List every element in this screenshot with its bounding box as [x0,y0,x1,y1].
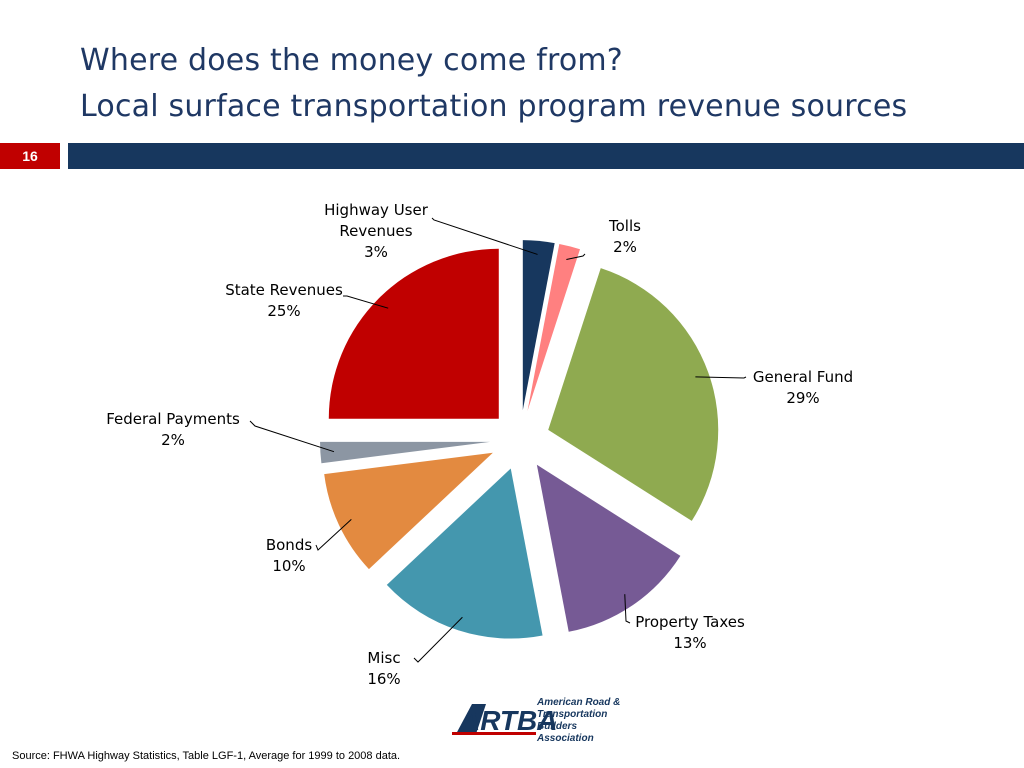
label-federal-payments: Federal Payments 2% [94,409,252,451]
label-general-fund-name: General Fund [752,368,854,386]
label-bonds-name: Bonds [265,536,313,554]
artba-logo: ARTBA [452,704,557,736]
label-misc-name: Misc [367,649,401,667]
slice-state-revenues [328,248,499,419]
label-highway-user-revenues-line-1: Highway User [324,201,428,219]
label-state-revenues-name: State Revenues [225,281,343,299]
label-state-revenues-value: 25% [267,302,301,320]
label-tolls-value: 2% [613,238,637,256]
slice-bonds [324,452,493,570]
leader-line-highway-user-revenues [431,217,538,255]
slide-title-line-1: Where does the money come from? [80,43,623,78]
source-note: Source: FHWA Highway Statistics, Table L… [12,750,401,762]
leader-line-general-fund [695,376,747,379]
slice-tolls [527,243,580,411]
label-tolls: Tolls 2% [595,216,655,258]
logo-org-line-1: American Road & [537,697,621,708]
slide-title-line-2: Local surface transportation program rev… [80,89,908,124]
leader-line-tolls [566,253,586,260]
label-highway-user-revenues-line-2: Revenues [339,222,413,240]
label-federal-payments-value: 2% [161,431,185,449]
logo-mark [456,704,486,734]
logo-org-name: American Road & Transportation Builders … [537,697,647,745]
label-tolls-name: Tolls [609,217,641,235]
leader-line-state-revenues [343,295,389,309]
logo-wordmark: ARTBA [459,705,557,736]
label-federal-payments-name: Federal Payments [106,410,240,428]
label-property-taxes-value: 13% [673,634,707,652]
label-property-taxes-name: Property Taxes [635,613,745,631]
leader-line-bonds [315,518,352,551]
slice-property-taxes [536,464,681,632]
label-general-fund-value: 29% [786,389,820,407]
label-highway-user-revenues-value: 3% [364,243,388,261]
label-misc: Misc 16% [354,648,414,690]
label-general-fund: General Fund 29% [740,367,866,409]
slide-number: 16 [0,143,60,169]
logo-org-line-2: Transportation Builders [537,709,608,732]
label-highway-user-revenues: Highway User Revenues 3% [312,200,440,263]
leader-line-misc [413,616,463,663]
slice-highway-user-revenues [522,240,555,411]
leader-line-property-taxes [624,594,631,624]
logo-underline [452,732,536,735]
leader-line-federal-payments [249,420,335,453]
logo-org-line-3: Association [537,733,594,744]
slice-misc [386,468,543,639]
label-misc-value: 16% [367,670,401,688]
slice-federal-payments [320,441,491,464]
slice-general-fund [548,268,719,521]
slide-title: Where does the money come from? Local su… [80,38,907,130]
label-bonds: Bonds 10% [257,535,321,577]
label-bonds-value: 10% [272,557,306,575]
label-state-revenues: State Revenues 25% [212,280,356,322]
label-property-taxes: Property Taxes 13% [620,612,760,654]
title-divider-bar [68,143,1024,169]
